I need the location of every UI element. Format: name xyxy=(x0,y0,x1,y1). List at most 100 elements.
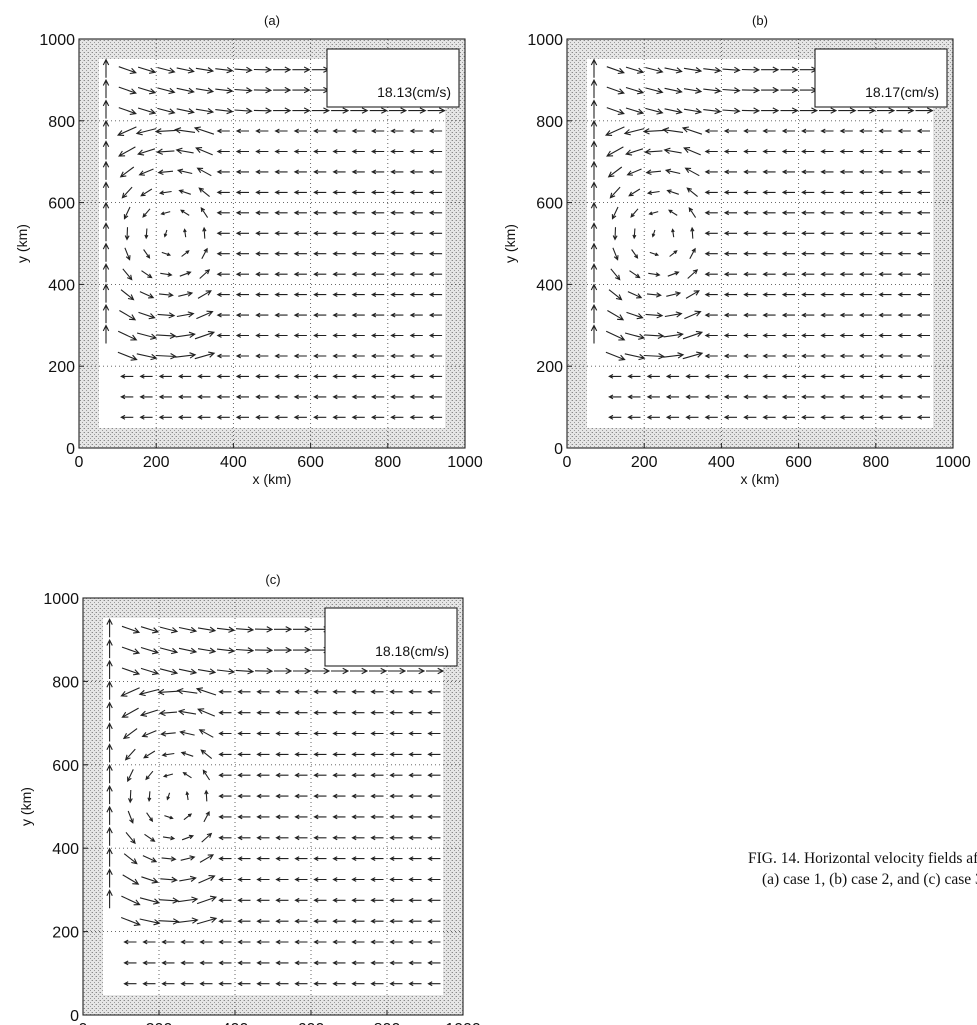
boundary-current-arrow xyxy=(590,283,598,303)
velocity-arrow xyxy=(313,149,327,154)
velocity-arrow xyxy=(157,169,174,176)
velocity-arrow xyxy=(351,918,365,924)
velocity-arrow xyxy=(274,626,293,633)
velocity-arrow xyxy=(704,190,718,195)
velocity-arrow xyxy=(275,814,289,820)
x-tick-label: 800 xyxy=(862,454,889,471)
velocity-arrow xyxy=(858,271,873,277)
velocity-arrow xyxy=(183,813,193,821)
boundary-current-arrow xyxy=(106,805,113,825)
velocity-arrow xyxy=(370,897,384,903)
velocity-arrow xyxy=(351,149,365,154)
velocity-arrow xyxy=(235,626,255,633)
velocity-arrow xyxy=(666,291,682,297)
velocity-arrow xyxy=(743,169,757,175)
velocity-arrow xyxy=(216,312,230,318)
velocity-arrow xyxy=(142,208,151,218)
velocity-arrow xyxy=(878,333,892,338)
velocity-arrow xyxy=(390,271,404,277)
velocity-arrow xyxy=(275,856,289,861)
velocity-arrow xyxy=(140,188,153,197)
velocity-arrow xyxy=(428,292,443,297)
velocity-arrow xyxy=(428,149,443,154)
velocity-arrow xyxy=(351,752,365,757)
velocity-arrow xyxy=(897,353,911,359)
velocity-arrow xyxy=(313,960,327,966)
velocity-arrow xyxy=(197,708,216,717)
velocity-arrow xyxy=(350,667,369,675)
boundary-current-arrow xyxy=(590,119,598,139)
y-tick-label: 200 xyxy=(48,359,75,376)
velocity-arrow xyxy=(390,169,404,175)
velocity-arrow xyxy=(409,230,423,236)
velocity-arrow xyxy=(311,107,331,114)
velocity-arrow xyxy=(743,128,757,134)
velocity-arrow xyxy=(668,209,678,216)
velocity-arrow xyxy=(294,835,308,841)
velocity-arrow xyxy=(723,128,737,134)
boundary-shade-left xyxy=(83,598,103,1015)
velocity-arrow xyxy=(704,128,718,134)
velocity-arrow xyxy=(897,271,911,277)
velocity-arrow xyxy=(838,107,857,114)
velocity-arrow xyxy=(781,128,795,134)
velocity-arrow xyxy=(625,148,644,156)
velocity-arrow xyxy=(197,414,211,420)
velocity-arrow xyxy=(762,210,776,216)
velocity-arrow xyxy=(427,731,441,736)
velocity-arrow xyxy=(897,230,911,236)
velocity-arrow xyxy=(313,128,327,134)
velocity-arrow xyxy=(216,626,236,633)
velocity-arrow xyxy=(235,394,249,400)
velocity-arrow xyxy=(762,128,776,134)
velocity-arrow xyxy=(293,190,307,195)
velocity-arrow xyxy=(631,249,639,259)
velocity-arrow xyxy=(254,626,274,633)
velocity-arrow xyxy=(202,769,211,781)
velocity-arrow xyxy=(293,626,312,633)
velocity-arrow xyxy=(369,107,388,114)
reference-vector-label: 18.13(cm/s) xyxy=(377,84,451,100)
velocity-arrow xyxy=(839,394,853,400)
velocity-arrow xyxy=(897,210,911,216)
velocity-arrow xyxy=(409,169,423,175)
velocity-arrow xyxy=(916,414,930,420)
velocity-arrow xyxy=(199,269,211,279)
velocity-arrow xyxy=(160,876,178,883)
velocity-arrow xyxy=(669,250,678,257)
velocity-arrow xyxy=(332,230,346,236)
velocity-arrow xyxy=(761,107,780,114)
velocity-arrow xyxy=(274,414,288,420)
velocity-arrow xyxy=(196,310,214,320)
velocity-arrow xyxy=(313,835,327,841)
velocity-arrow xyxy=(897,414,911,420)
velocity-arrow xyxy=(139,374,153,379)
velocity-arrow xyxy=(215,87,234,94)
velocity-arrow xyxy=(820,394,834,400)
velocity-arrow xyxy=(858,414,873,420)
velocity-arrow xyxy=(351,312,365,318)
velocity-arrow xyxy=(781,394,795,400)
velocity-arrow xyxy=(196,167,212,177)
velocity-arrow xyxy=(139,709,159,717)
velocity-arrow xyxy=(176,67,195,74)
velocity-arrow xyxy=(218,752,232,757)
velocity-arrow xyxy=(426,667,445,675)
velocity-arrow xyxy=(332,793,346,799)
velocity-arrow xyxy=(294,793,308,799)
velocity-arrow xyxy=(762,251,776,257)
velocity-arrow xyxy=(723,210,737,216)
velocity-arrow xyxy=(218,689,232,695)
velocity-arrow xyxy=(164,815,174,820)
velocity-arrow xyxy=(408,877,422,882)
velocity-arrow xyxy=(137,86,157,95)
velocity-arrow xyxy=(916,394,930,400)
velocity-arrow xyxy=(254,647,274,654)
velocity-arrow xyxy=(293,149,307,154)
velocity-arrow xyxy=(292,66,311,73)
velocity-arrow xyxy=(408,939,422,945)
velocity-arrow xyxy=(332,960,346,966)
velocity-arrow xyxy=(195,107,215,115)
velocity-arrow xyxy=(897,149,911,154)
velocity-arrow xyxy=(313,689,327,695)
